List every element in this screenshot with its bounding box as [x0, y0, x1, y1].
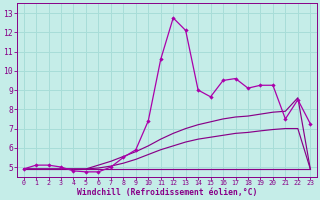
- X-axis label: Windchill (Refroidissement éolien,°C): Windchill (Refroidissement éolien,°C): [77, 188, 257, 197]
